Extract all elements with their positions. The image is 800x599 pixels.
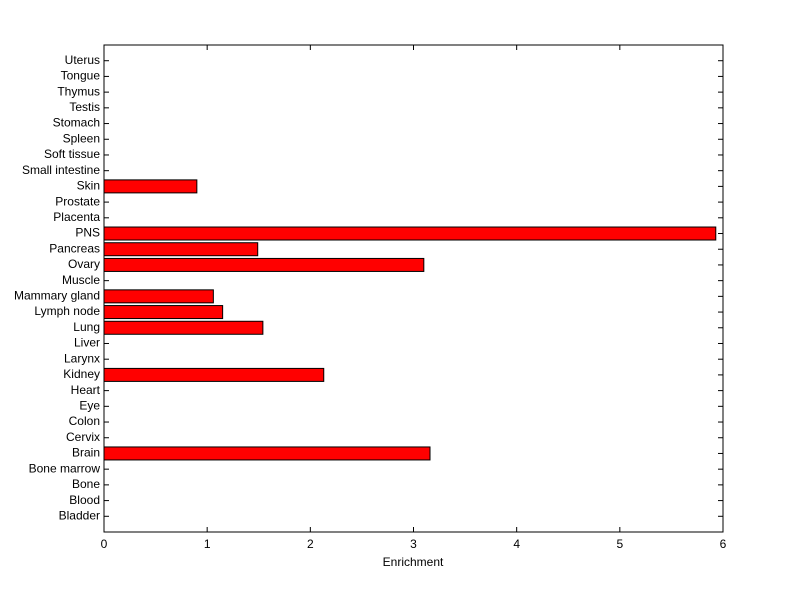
y-tick-label: PNS	[75, 226, 100, 240]
bar	[103, 305, 224, 320]
bar	[103, 242, 259, 257]
x-axis-label: Enrichment	[383, 555, 444, 569]
x-tick-label: 2	[307, 537, 314, 551]
bar	[103, 320, 264, 335]
y-tick-label: Placenta	[53, 210, 100, 224]
bar	[103, 446, 431, 461]
y-tick-label: Muscle	[62, 273, 100, 287]
y-tick-label: Brain	[72, 446, 100, 460]
y-tick-label: Cervix	[66, 430, 100, 444]
y-tick-label: Liver	[74, 336, 100, 350]
y-tick-label: Prostate	[55, 194, 100, 208]
x-tick-label: 4	[513, 537, 520, 551]
y-tick-label: Skin	[77, 179, 100, 193]
y-tick-label: Lymph node	[34, 304, 100, 318]
y-tick-label: Stomach	[53, 116, 100, 130]
y-tick-label: Bone marrow	[29, 461, 101, 475]
y-tick-label: Mammary gland	[14, 289, 100, 303]
x-tick-label: 5	[616, 537, 623, 551]
y-tick-label: Pancreas	[49, 241, 100, 255]
y-tick-label: Eye	[79, 398, 100, 412]
y-tick-label: Ovary	[68, 257, 100, 271]
bar	[103, 367, 325, 382]
y-tick-label: Uterus	[65, 53, 100, 67]
y-tick-label: Heart	[71, 383, 101, 397]
y-tick-label: Lung	[73, 320, 100, 334]
y-tick-label: Soft tissue	[44, 147, 100, 161]
y-tick-label: Small intestine	[22, 163, 100, 177]
y-tick-label: Spleen	[63, 131, 100, 145]
y-tick-label: Colon	[69, 414, 100, 428]
y-tick-label: Bone	[72, 477, 100, 491]
x-tick-label: 0	[101, 537, 108, 551]
x-tick-label: 3	[410, 537, 417, 551]
bar	[103, 226, 717, 241]
y-tick-label: Tongue	[61, 69, 101, 83]
y-tick-label: Testis	[69, 100, 100, 114]
y-tick-label: Larynx	[64, 351, 100, 365]
bar	[103, 289, 214, 304]
y-tick-label: Bladder	[59, 508, 100, 522]
y-tick-label: Blood	[69, 493, 100, 507]
x-tick-label: 6	[720, 537, 727, 551]
y-tick-label: Kidney	[63, 367, 100, 381]
x-tick-label: 1	[204, 537, 211, 551]
bar	[103, 257, 425, 272]
bar	[103, 179, 198, 194]
y-tick-label: Thymus	[57, 84, 100, 98]
